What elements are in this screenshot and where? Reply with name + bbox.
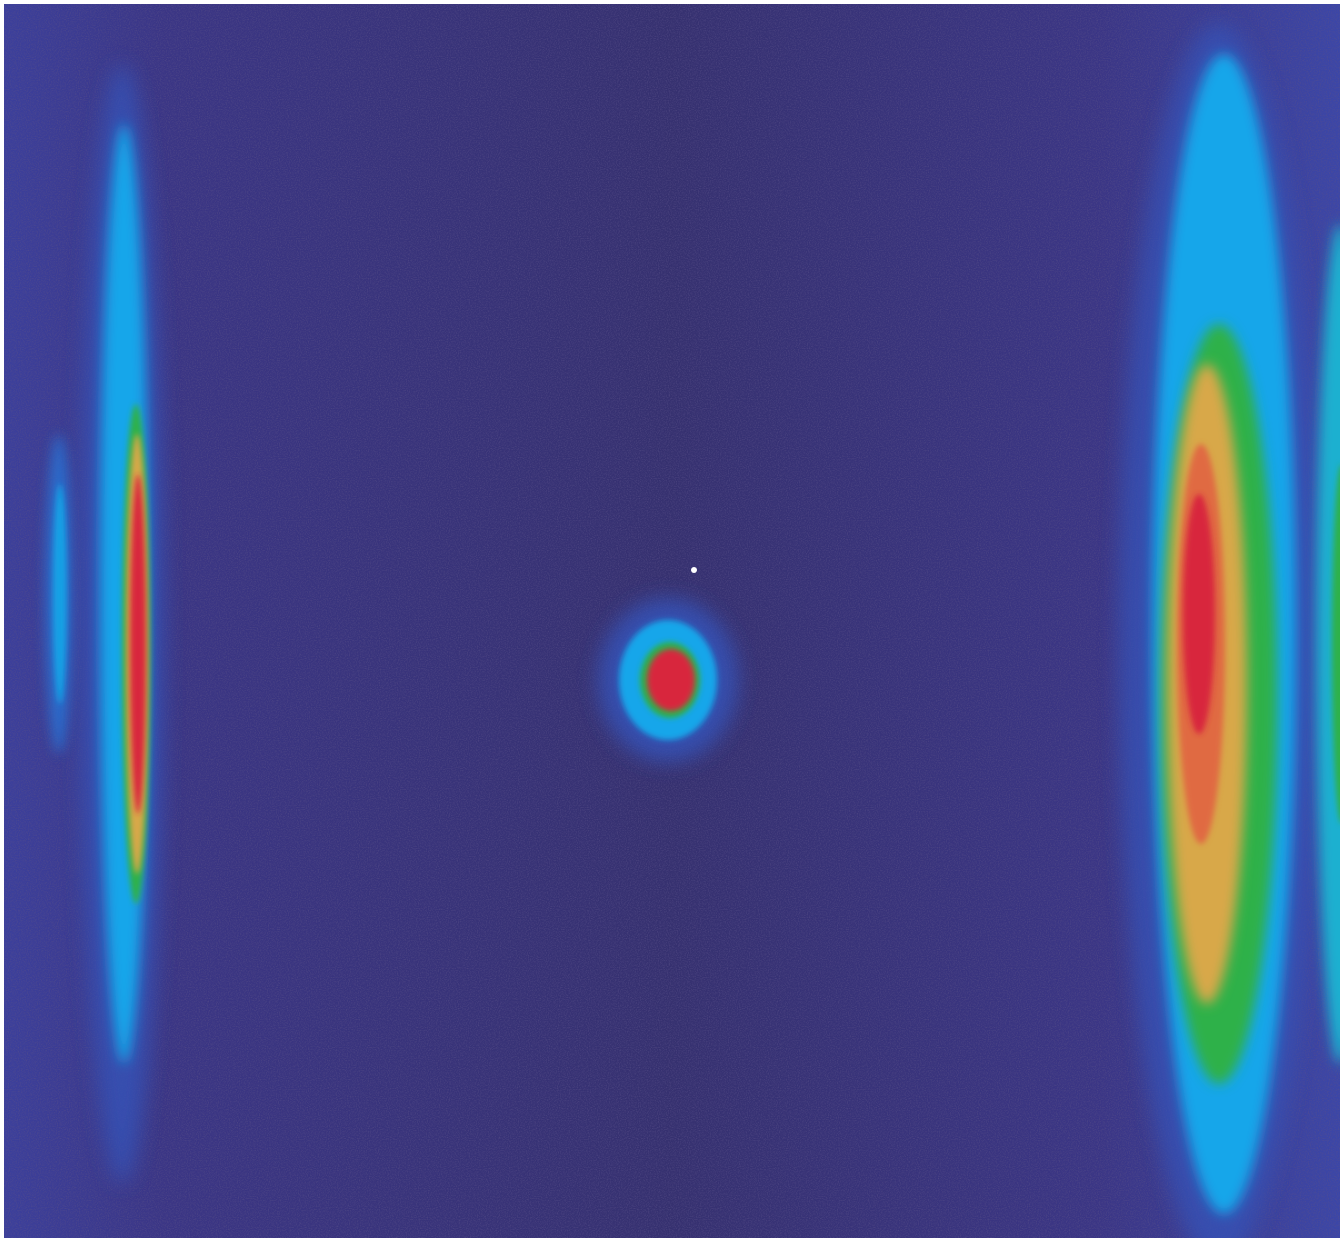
right-streak — [1119, 24, 1319, 1238]
left-streak — [80, 64, 164, 1184]
right-edge-sliver — [1316, 224, 1340, 1064]
left-faint-streak — [45, 434, 73, 754]
diffraction-image — [4, 4, 1340, 1238]
diffraction-image-frame — [4, 4, 1340, 1238]
center-spot — [598, 567, 738, 762]
